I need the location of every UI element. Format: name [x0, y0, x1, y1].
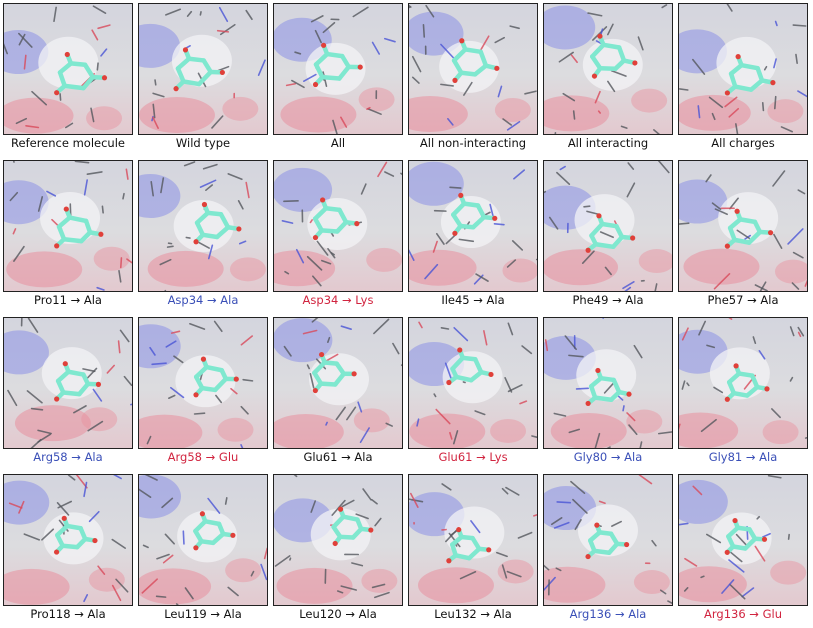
molecule-render — [408, 160, 538, 292]
protein-surface-image — [139, 4, 267, 134]
molecule-render — [273, 317, 403, 449]
panel-cell: Glu61 → Ala — [273, 317, 403, 471]
panel-caption: Arg136 → Glu — [674, 607, 812, 622]
molecule-render — [408, 474, 538, 606]
panel-cell: Phe49 → Ala — [543, 160, 673, 314]
panel-caption: Asp34 → Lys — [269, 293, 407, 308]
panel-caption: All interacting — [539, 136, 677, 151]
molecule-render — [678, 317, 808, 449]
panel-cell: All — [273, 3, 403, 157]
panel-caption: All — [269, 136, 407, 151]
protein-surface-image — [679, 475, 807, 605]
panel-cell: Arg136 → Ala — [543, 474, 673, 628]
panel-caption: Leu120 → Ala — [269, 607, 407, 622]
protein-surface-image — [139, 475, 267, 605]
protein-surface-image — [409, 475, 537, 605]
protein-surface-image — [544, 318, 672, 448]
protein-surface-image — [544, 475, 672, 605]
panel-caption: Pro118 → Ala — [0, 607, 137, 622]
protein-surface-image — [679, 161, 807, 291]
panel-cell: All interacting — [543, 3, 673, 157]
panel-cell: Arg58 → Ala — [3, 317, 133, 471]
panel-cell: Ile45 → Ala — [408, 160, 538, 314]
protein-surface-image — [409, 161, 537, 291]
panel-cell: Asp34 → Ala — [138, 160, 268, 314]
molecule-render — [273, 160, 403, 292]
molecule-render — [543, 317, 673, 449]
panel-caption: Glu61 → Lys — [404, 450, 542, 465]
panel-caption: All charges — [674, 136, 812, 151]
panel-cell: Leu120 → Ala — [273, 474, 403, 628]
molecule-render — [138, 3, 268, 135]
protein-surface-image — [139, 161, 267, 291]
panel-cell: All non-interacting — [408, 3, 538, 157]
molecule-render — [408, 317, 538, 449]
molecule-render — [678, 474, 808, 606]
panel-cell: Pro118 → Ala — [3, 474, 133, 628]
panel-cell: Phe57 → Ala — [678, 160, 808, 314]
protein-surface-image — [409, 318, 537, 448]
protein-surface-image — [4, 318, 132, 448]
molecule-render — [408, 3, 538, 135]
panel-cell: All charges — [678, 3, 808, 157]
protein-surface-image — [274, 318, 402, 448]
panel-cell: Arg58 → Glu — [138, 317, 268, 471]
molecule-render — [273, 3, 403, 135]
panel-caption: Ile45 → Ala — [404, 293, 542, 308]
protein-surface-image — [544, 4, 672, 134]
panel-caption: Arg58 → Glu — [134, 450, 272, 465]
panel-caption: Leu132 → Ala — [404, 607, 542, 622]
molecule-render — [543, 160, 673, 292]
panel-caption: Glu61 → Ala — [269, 450, 407, 465]
panel-caption: Asp34 → Ala — [134, 293, 272, 308]
panel-caption: All non-interacting — [404, 136, 542, 151]
panel-caption: Wild type — [134, 136, 272, 151]
panel-caption: Reference molecule — [0, 136, 137, 151]
molecule-render — [3, 160, 133, 292]
molecule-render — [678, 160, 808, 292]
panel-caption: Gly80 → Ala — [539, 450, 677, 465]
panel-caption: Pro11 → Ala — [0, 293, 137, 308]
molecule-render — [543, 3, 673, 135]
molecule-render — [543, 474, 673, 606]
molecule-render — [138, 160, 268, 292]
protein-surface-image — [274, 4, 402, 134]
protein-surface-image — [4, 475, 132, 605]
molecule-render — [138, 474, 268, 606]
panel-cell: Arg136 → Glu — [678, 474, 808, 628]
molecule-render — [678, 3, 808, 135]
panel-cell: Wild type — [138, 3, 268, 157]
protein-surface-image — [679, 318, 807, 448]
panel-cell: Gly81 → Ala — [678, 317, 808, 471]
panel-caption: Phe49 → Ala — [539, 293, 677, 308]
panel-caption: Phe57 → Ala — [674, 293, 812, 308]
molecule-render — [3, 317, 133, 449]
panel-cell: Reference molecule — [3, 3, 133, 157]
panel-cell: Pro11 → Ala — [3, 160, 133, 314]
panel-cell: Asp34 → Lys — [273, 160, 403, 314]
panel-caption: Arg58 → Ala — [0, 450, 137, 465]
panel-caption: Leu119 → Ala — [134, 607, 272, 622]
panel-caption: Gly81 → Ala — [674, 450, 812, 465]
panel-cell: Gly80 → Ala — [543, 317, 673, 471]
molecule-render — [3, 474, 133, 606]
protein-surface-image — [679, 4, 807, 134]
panel-cell: Leu119 → Ala — [138, 474, 268, 628]
molecule-render — [138, 317, 268, 449]
panel-cell: Glu61 → Lys — [408, 317, 538, 471]
molecule-render — [273, 474, 403, 606]
panel-cell: Leu132 → Ala — [408, 474, 538, 628]
panel-caption: Arg136 → Ala — [539, 607, 677, 622]
protein-surface-image — [139, 318, 267, 448]
protein-surface-image — [409, 4, 537, 134]
molecule-render — [3, 3, 133, 135]
protein-surface-image — [4, 4, 132, 134]
protein-surface-image — [544, 161, 672, 291]
protein-surface-image — [274, 475, 402, 605]
protein-surface-image — [274, 161, 402, 291]
protein-surface-image — [4, 161, 132, 291]
